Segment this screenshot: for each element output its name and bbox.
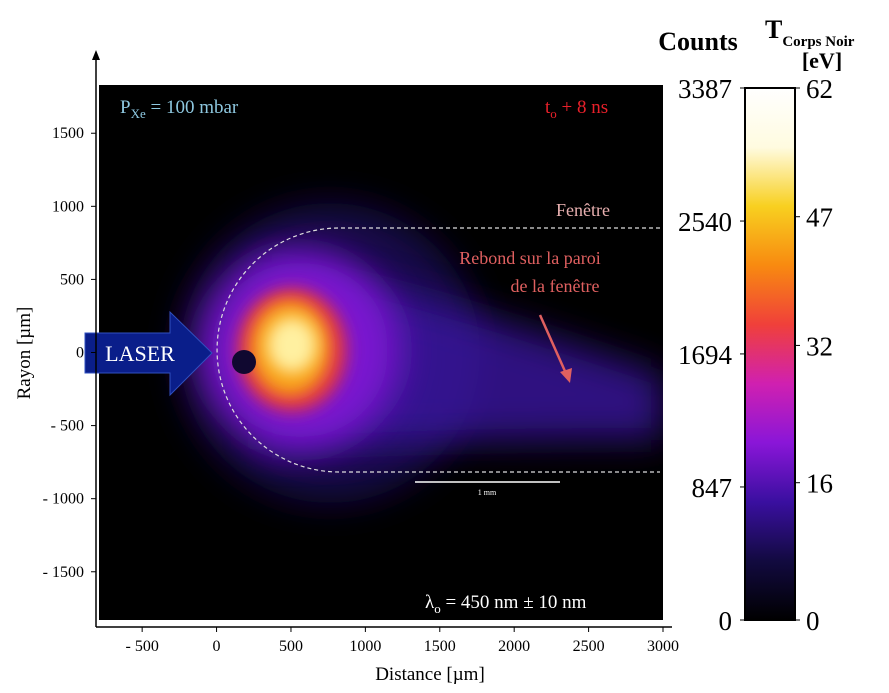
y-tick-label: 1500 [52,125,84,142]
x-tick-label: - 500 [125,638,158,655]
y-axis-label: Rayon [µm] [14,307,35,400]
arrow-head [560,368,572,383]
colorbar-tick-label: 847 [692,473,733,503]
colorbar-title: Counts [658,27,737,56]
colorbar-unit: [eV] [802,48,842,73]
colorbar-tick-label: 62 [806,74,833,104]
rebound-label: de la fenêtre [511,276,600,296]
colorbar-tick-label: 3387 [678,74,732,104]
pressure-label: PXe = 100 mbar [120,97,239,121]
colorbar-tick-label: 47 [806,203,833,233]
x-tick-label: 0 [213,638,221,655]
x-tick-label: 1500 [424,638,456,655]
wavelength-label: λo = 450 nm ± 10 nm [425,592,587,616]
x-tick-label: 2000 [498,638,530,655]
colorbar [744,87,796,621]
colorbar-tick-label: 0 [806,606,820,636]
y-tick-label: - 1000 [43,491,84,508]
rebound-label: Rebond sur la paroi [459,248,600,268]
y-tick-label: 1000 [52,198,84,215]
laser-arrow [84,310,213,397]
x-axis-label: Distance [µm] [375,664,485,685]
colorbar-tick-label: 16 [806,469,833,499]
scale-label: 1 mm [478,488,497,497]
time-label: to + 8 ns [545,97,608,121]
colorbar-tick-label: 0 [719,606,733,636]
y-axis-arrow [92,50,100,60]
plume [180,203,663,503]
x-tick-label: 2500 [573,638,605,655]
y-tick-label: 0 [76,345,84,362]
window-label: Fenêtre [556,200,610,220]
colorbar-tick-label: 1694 [678,340,733,370]
colorbar-tick-label: 2540 [678,207,732,237]
x-tick-label: 1000 [349,638,381,655]
laser-label: LASER [105,341,175,366]
y-tick-label: 500 [60,271,84,288]
arrow [538,314,570,379]
window-outline [216,227,660,473]
x-tick-label: 3000 [647,638,679,655]
y-tick-label: - 500 [51,418,84,435]
colorbar-tick-label: 32 [806,331,833,361]
colorbar-title2: TCorps Noir [765,15,855,50]
x-tick-label: 500 [279,638,303,655]
y-tick-label: - 1500 [43,564,84,581]
